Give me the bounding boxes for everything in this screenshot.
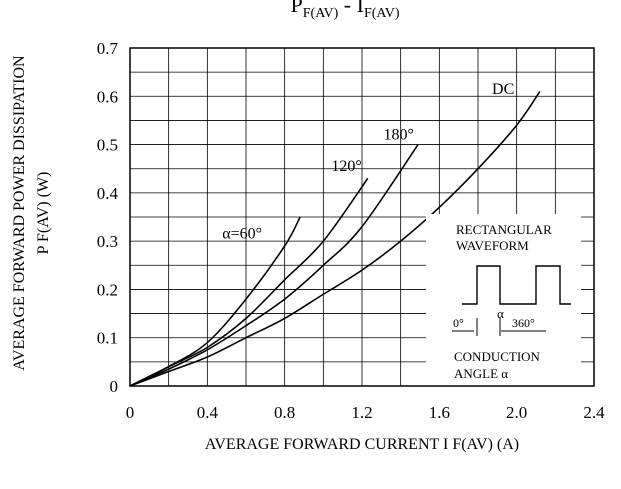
series-line	[129, 144, 419, 387]
series-line	[129, 91, 541, 387]
chart-title: PF(AV) - IF(AV)	[291, 0, 400, 21]
series-labels: α=60° 120° 180° DC	[222, 81, 514, 243]
inset-title-line1: RECTANGULAR	[456, 222, 552, 237]
x-tick-label: 1.2	[351, 403, 372, 422]
y-tick-label: 0.2	[97, 280, 118, 299]
y-axis-label-line1: AVERAGE FORWARD POWER DISSIPATION	[11, 55, 28, 371]
series-label: 180°	[384, 127, 414, 144]
tick-labels: 0 0.4 0.8 1.2 1.6 2.0 2.4 0 0.1 0.2 0.3 0.4 0.5 0.6 0.…	[97, 39, 605, 422]
inset-zero-label: 0°	[453, 316, 464, 330]
series-line	[129, 177, 369, 387]
x-tick-label: 1.6	[429, 403, 450, 422]
x-tick-label: 2.0	[506, 403, 527, 422]
series-lines	[129, 91, 541, 387]
y-tick-label: 0.4	[97, 184, 119, 203]
inset-alpha-label: α	[497, 306, 504, 321]
inset-caption-line2: ANGLE α	[454, 366, 508, 381]
y-tick-label: 0	[110, 377, 119, 396]
inset-caption-line1: CONDUCTION	[454, 349, 541, 364]
y-tick-label: 0.5	[97, 136, 118, 155]
series-line	[129, 216, 301, 387]
y-tick-label: 0.7	[97, 39, 119, 58]
inset-title-line2: WAVEFORM	[456, 238, 529, 253]
waveform-path	[462, 265, 571, 305]
series-label: 120°	[331, 158, 361, 175]
chart-title-text: PF(AV) - IF(AV)	[291, 0, 400, 21]
x-tick-label: 0.4	[197, 403, 219, 422]
inset-360-label: 360°	[512, 316, 535, 330]
inset-box: RECTANGULAR WAVEFORM α 0° 360° CONDUCTIO…	[426, 214, 581, 388]
x-tick-label: 0	[126, 403, 135, 422]
x-axis-label: AVERAGE FORWARD CURRENT I F(AV) (A)	[205, 436, 519, 453]
x-tick-label: 0.8	[274, 403, 295, 422]
plot-frame	[129, 47, 595, 387]
y-tick-label: 0.1	[97, 329, 118, 348]
y-tick-label: 0.3	[97, 232, 118, 251]
series-label: DC	[492, 81, 514, 98]
y-axis-label-line2: P F(AV) (W)	[35, 172, 52, 255]
x-tick-label: 2.4	[583, 403, 605, 422]
y-tick-label: 0.6	[97, 87, 118, 106]
series-label: α=60°	[222, 226, 262, 243]
